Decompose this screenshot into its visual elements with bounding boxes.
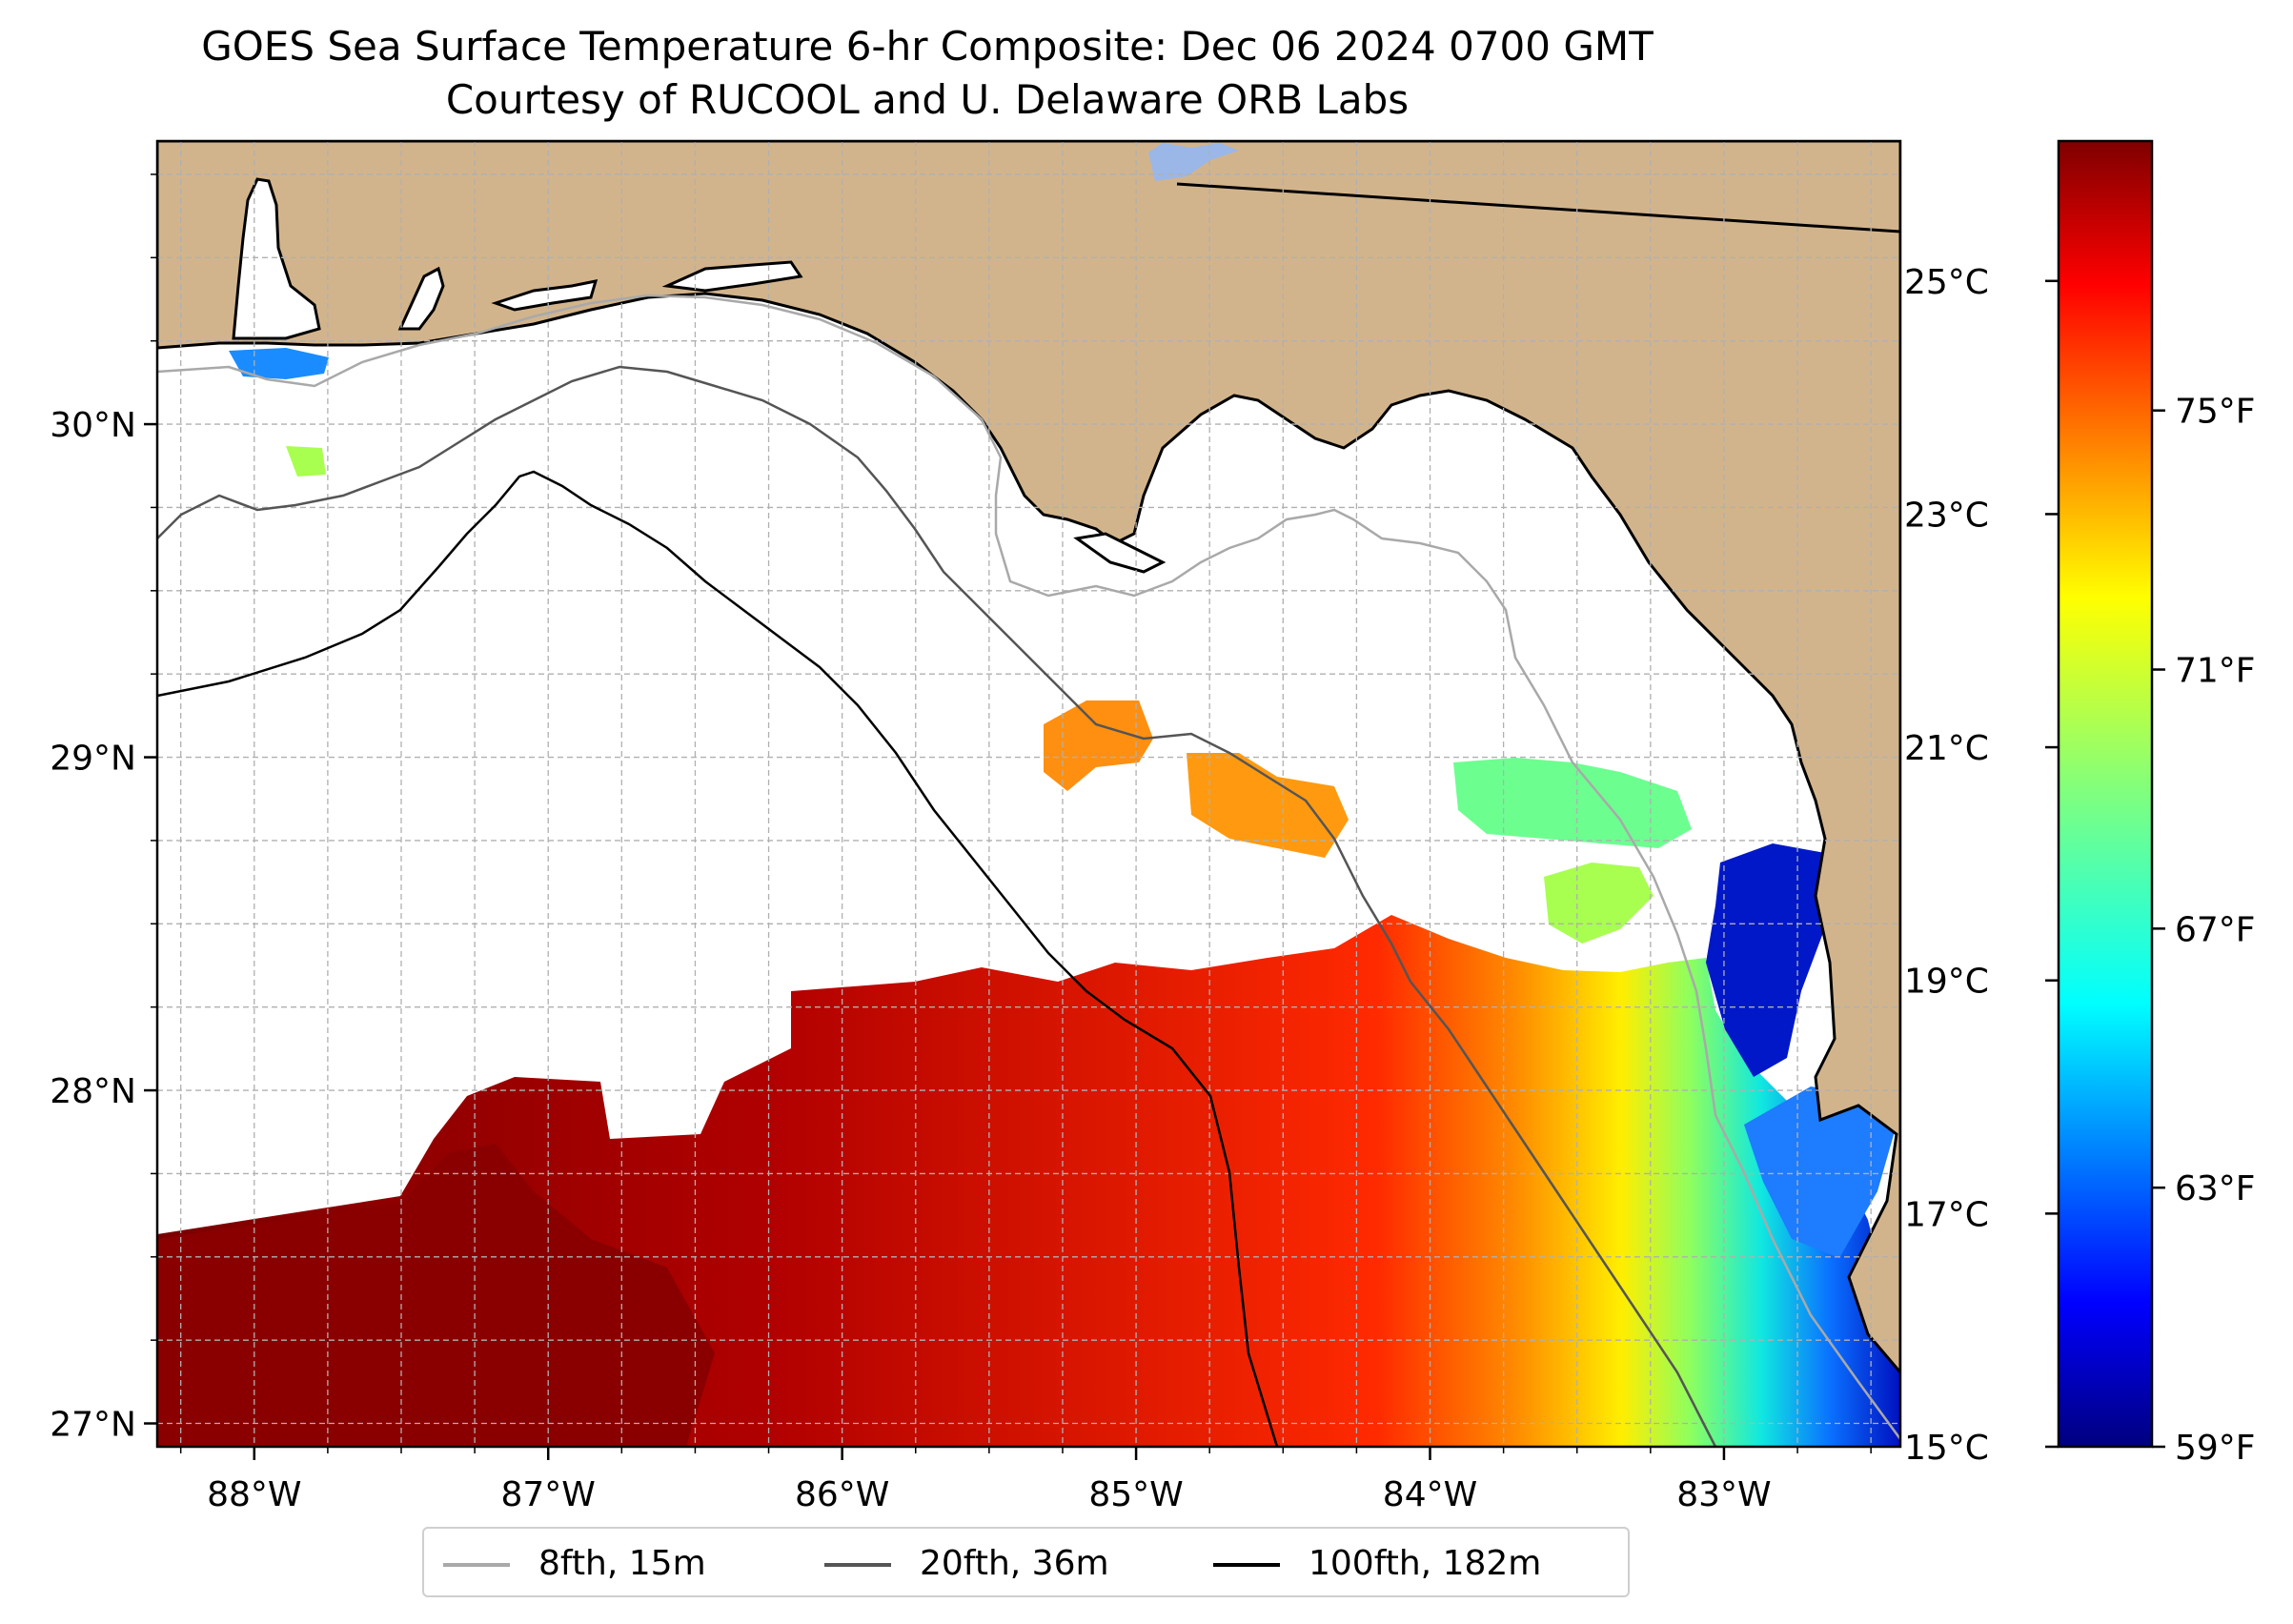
y-tick-label: 27°N <box>50 1406 136 1445</box>
sst-cold-patch <box>1706 843 1830 1077</box>
colorbar-celsius-ticks: 25°C 23°C 21°C 19°C 17°C 15°C <box>1904 263 2059 1468</box>
apalachicola-bay <box>1073 532 1167 574</box>
choctawhatchee-bay <box>491 279 599 312</box>
colorbar-fahrenheit-label: 67°F <box>2175 910 2256 949</box>
lake-seminole <box>1148 143 1239 181</box>
colorbar-fahrenheit-label: 75°F <box>2175 393 2256 432</box>
map-frame <box>155 139 1902 1449</box>
gridlines <box>157 141 1900 1447</box>
colorbar-gradient <box>2057 139 2154 1449</box>
x-tick-label: 86°W <box>795 1475 889 1514</box>
pensacola-bay <box>397 266 445 331</box>
st-andrews-bay <box>661 260 803 293</box>
x-tick-label: 88°W <box>207 1475 301 1514</box>
isobath-100fth-line <box>157 470 1279 1447</box>
colorbar-celsius-label: 21°C <box>1904 729 1989 768</box>
isobaths <box>157 294 1900 1447</box>
x-tick-label: 84°W <box>1383 1475 1477 1514</box>
colorbar-fahrenheit-label: 59°F <box>2175 1429 2256 1468</box>
sst-patch-green <box>1453 758 1692 848</box>
x-tick-label: 87°W <box>501 1475 596 1514</box>
legend-swatch-20fth <box>824 1563 891 1567</box>
colorbar-fahrenheit-ticks: 75°F 71°F 67°F 63°F 59°F <box>2152 393 2256 1468</box>
isobath-legend: 8fth, 15m 20fth, 36m 100fth, 182m <box>422 1527 1630 1597</box>
mobile-bay <box>232 177 321 340</box>
map-area <box>157 141 1900 1447</box>
y-axis-ticks: 27°N 28°N 29°N 30°N <box>50 173 157 1445</box>
legend-swatch-8fth <box>443 1563 510 1567</box>
isobath-8fth-line <box>157 294 1900 1440</box>
chart-title: GOES Sea Surface Temperature 6-hr Compos… <box>201 23 1654 70</box>
y-tick-label: 29°N <box>50 740 136 779</box>
state-boundary <box>1176 182 1900 233</box>
isobath-20fth-line <box>157 365 1717 1447</box>
legend-label-100fth: 100fth, 182m <box>1309 1544 1542 1583</box>
colorbar-celsius-label: 17°C <box>1904 1195 1989 1234</box>
legend-label-8fth: 8fth, 15m <box>538 1544 706 1583</box>
legend-label-20fth: 20fth, 36m <box>920 1544 1109 1583</box>
x-axis-ticks: 88°W 87°W 86°W 85°W 84°W 83°W <box>179 1447 1872 1514</box>
colorbar-celsius-label: 25°C <box>1904 263 1989 302</box>
sst-darkest-region <box>157 1144 715 1447</box>
colorbar-celsius-label: 15°C <box>1904 1429 1989 1468</box>
colorbar-celsius-label: 23°C <box>1904 496 1989 535</box>
sst-patch-lime-nw <box>286 446 326 477</box>
colorbar-celsius-label: 19°C <box>1904 963 1989 1002</box>
x-tick-label: 83°W <box>1676 1475 1771 1514</box>
sst-patch-orange-2 <box>1187 753 1349 858</box>
chart-subtitle: Courtesy of RUCOOL and U. Delaware ORB L… <box>445 76 1410 123</box>
x-tick-label: 85°W <box>1088 1475 1183 1514</box>
legend-swatch-100fth <box>1213 1563 1280 1567</box>
sst-patch-orange-1 <box>1044 700 1153 791</box>
colorbar: 25°C 23°C 21°C 19°C 17°C 15°C 75°F 71°F 67°F 63°… <box>1904 139 2256 1468</box>
y-tick-label: 30°N <box>50 406 136 445</box>
y-tick-label: 28°N <box>50 1072 136 1111</box>
colorbar-fahrenheit-label: 63°F <box>2175 1169 2256 1208</box>
colorbar-fahrenheit-label: 71°F <box>2175 652 2256 691</box>
sst-bay-patch <box>1744 1086 1897 1258</box>
